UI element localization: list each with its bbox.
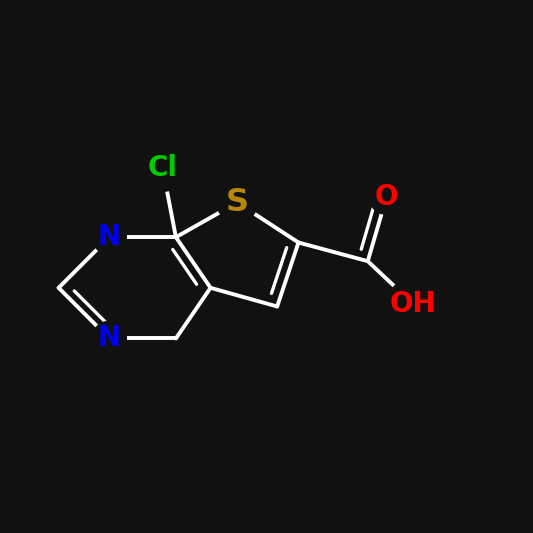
Text: O: O <box>375 183 398 211</box>
Circle shape <box>369 180 403 214</box>
Text: S: S <box>225 187 249 218</box>
Circle shape <box>387 278 439 329</box>
Text: N: N <box>98 325 121 352</box>
Text: OH: OH <box>390 290 437 318</box>
Text: Cl: Cl <box>148 154 177 182</box>
Circle shape <box>139 144 186 191</box>
Circle shape <box>92 321 126 356</box>
Circle shape <box>92 220 126 254</box>
Circle shape <box>217 182 257 223</box>
Text: N: N <box>98 223 121 251</box>
